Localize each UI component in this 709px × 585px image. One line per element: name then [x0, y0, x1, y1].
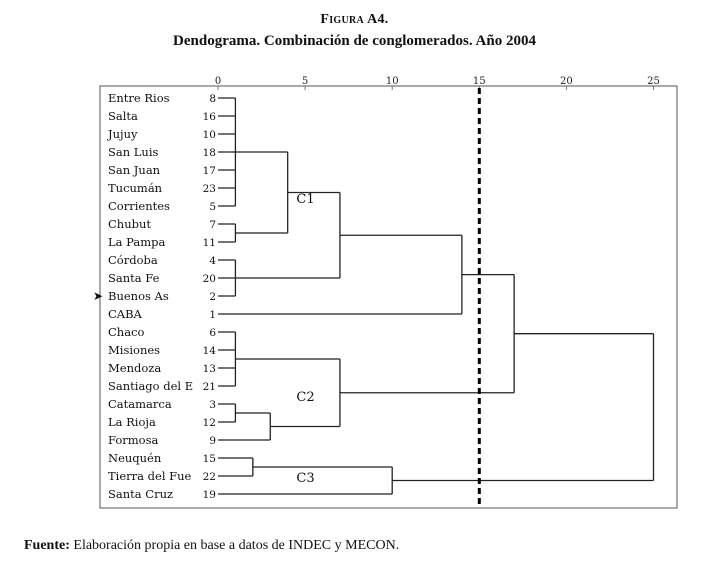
leaf-id: 11 [203, 237, 216, 249]
leaf-id: 6 [209, 327, 216, 339]
axis-tick-label: 0 [215, 76, 221, 87]
plot-frame [99, 85, 678, 509]
leaf-id: 14 [203, 345, 217, 357]
leaf-name: Buenos As [108, 289, 169, 303]
leaf-id: 21 [203, 381, 216, 393]
figure-title: Dendograma. Combinación de conglomerados… [173, 33, 536, 49]
leaf-name: Santa Fe [108, 271, 160, 285]
source-label: Fuente: [24, 538, 70, 553]
axis-tick-label: 10 [386, 76, 399, 87]
x-axis: 0 5 10 15 20 25 [215, 76, 660, 90]
leaf-name: La Rioja [108, 415, 156, 429]
leaf-name: Neuquén [108, 451, 162, 465]
leaf-id: 20 [203, 273, 216, 285]
leaf-name: Jujuy [107, 127, 138, 141]
leaf-name: San Luis [108, 145, 159, 159]
axis-tick-label: 15 [473, 76, 486, 87]
cluster-label: C1 [296, 192, 314, 207]
leaf-name: CABA [108, 307, 143, 321]
leaf-id: 16 [203, 111, 217, 123]
leaf-name: Tierra del Fue [108, 469, 192, 483]
leaf-name: Formosa [108, 433, 159, 447]
leaf-id: 10 [203, 129, 216, 141]
leaf-name: Misiones [108, 343, 160, 357]
leaf-name: Córdoba [108, 253, 158, 267]
cluster-labels: C1 C2 C3 [296, 192, 314, 486]
leaf-name: Catamarca [108, 397, 172, 411]
source-note: Fuente: Elaboración propia en base a dat… [24, 538, 399, 554]
figure-header: Figura A4. Dendograma. Combinación de co… [0, 12, 709, 50]
leaf-name: Santa Cruz [108, 487, 173, 501]
leaf-id: 8 [209, 93, 216, 105]
leaf-name: Santiago del E [108, 379, 193, 393]
leaf-id: 13 [203, 363, 216, 375]
cluster-label: C3 [296, 471, 314, 486]
leaf-id: 7 [209, 219, 216, 231]
selected-marker-icon: ➤ [93, 289, 103, 303]
leaf-name: La Pampa [108, 235, 165, 249]
leaf-name: Chubut [108, 217, 151, 231]
source-text: Elaboración propia en base a datos de IN… [69, 538, 400, 553]
axis-tick-label: 25 [647, 76, 660, 87]
leaf-id: 18 [203, 147, 216, 159]
leaf-id: 9 [209, 435, 216, 447]
dendrogram-links [218, 97, 655, 495]
leaf-id: 4 [209, 255, 216, 267]
leaf-id: 2 [209, 291, 216, 303]
leaf-name: Mendoza [108, 361, 161, 375]
leaf-id: 3 [209, 399, 216, 411]
leaf-name: Tucumán [108, 181, 163, 195]
leaf-name: San Juan [108, 163, 161, 177]
leaf-name: Entre Rios [108, 91, 170, 105]
leaf-id: 15 [203, 453, 216, 465]
leaf-id: 23 [203, 183, 216, 195]
leaf-id: 22 [203, 471, 216, 483]
cluster-label: C2 [296, 390, 314, 405]
leaf-id: 17 [203, 165, 216, 177]
leaf-name: Chaco [108, 325, 145, 339]
axis-tick-label: 20 [560, 76, 573, 87]
leaf-name: Corrientes [108, 199, 170, 213]
leaf-id: 5 [209, 201, 216, 213]
leaf-id: 12 [203, 417, 216, 429]
figure-label: Figura A4. [320, 12, 389, 27]
leaf-id: 19 [203, 489, 216, 501]
axis-tick-label: 5 [302, 76, 308, 87]
leaf-name: Salta [108, 109, 138, 123]
leaf-id: 1 [209, 309, 216, 321]
